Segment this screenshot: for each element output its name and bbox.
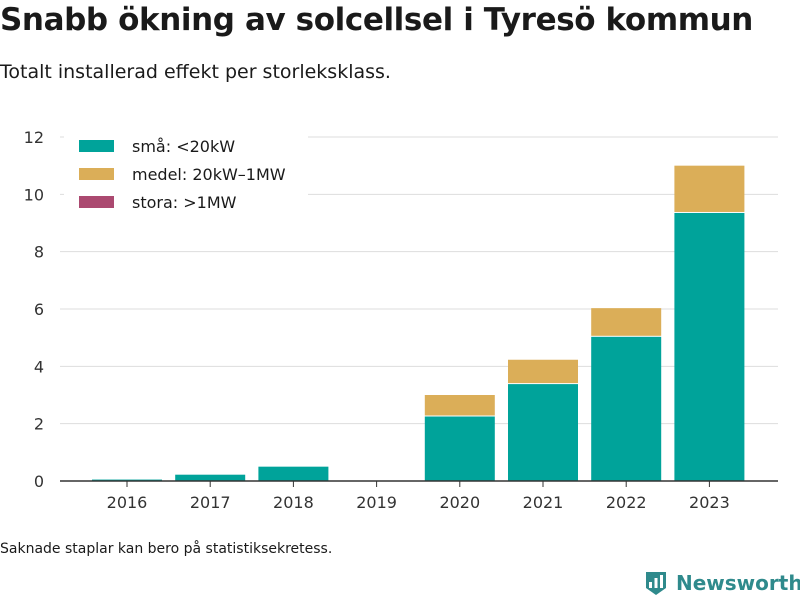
chart-title: Snabb ökning av solcellsel i Tyresö komm… (0, 2, 753, 38)
x-tick-label: 2016 (107, 493, 148, 512)
legend-label: medel: 20kW–1MW (132, 164, 286, 184)
bar-segment (508, 359, 578, 384)
y-tick-label: 0 (34, 472, 44, 491)
footnote: Saknade staplar kan bero på statistiksek… (0, 541, 333, 557)
bar-segment (424, 416, 495, 481)
legend-swatch (79, 168, 114, 180)
legend-label: stora: >1MW (132, 192, 237, 212)
y-tick-label: 12 (24, 128, 44, 147)
legend-item: stora: >1MW (64, 192, 236, 212)
bar-segment (591, 308, 662, 336)
chart-legend: små: <20kW medel: 20kW–1MW stora: >1MW (64, 130, 308, 212)
legend-swatch (79, 196, 114, 208)
x-tick-label: 2019 (356, 493, 397, 512)
brand-name: Newsworthy (676, 571, 800, 595)
x-tick-label: 2023 (689, 493, 730, 512)
y-tick-label: 2 (34, 415, 44, 434)
x-tick-label: 2022 (606, 493, 647, 512)
bar-segment (591, 336, 662, 481)
bar-segment (674, 165, 745, 212)
x-tick-label: 2018 (273, 493, 314, 512)
x-tick-label: 2021 (523, 493, 564, 512)
bar-segment (508, 384, 578, 481)
legend-swatch (79, 140, 114, 152)
legend-item: små: <20kW (64, 136, 235, 156)
bar-segment (674, 212, 745, 481)
y-tick-label: 8 (34, 243, 44, 262)
bar-segment (424, 395, 495, 416)
legend-label: små: <20kW (132, 136, 236, 156)
bar-segment (175, 474, 246, 481)
y-tick-label: 10 (24, 185, 44, 204)
newsworthy-logo: Newsworthy (644, 570, 800, 596)
bar-chart-logo-icon (646, 572, 666, 595)
chart-subtitle: Totalt installerad effekt per storlekskl… (0, 61, 391, 83)
y-tick-label: 4 (34, 357, 44, 376)
x-tick-label: 2020 (439, 493, 480, 512)
legend-item: medel: 20kW–1MW (64, 164, 286, 184)
y-tick-label: 6 (34, 300, 44, 319)
bar-segment (258, 466, 329, 481)
x-tick-label: 2017 (190, 493, 231, 512)
